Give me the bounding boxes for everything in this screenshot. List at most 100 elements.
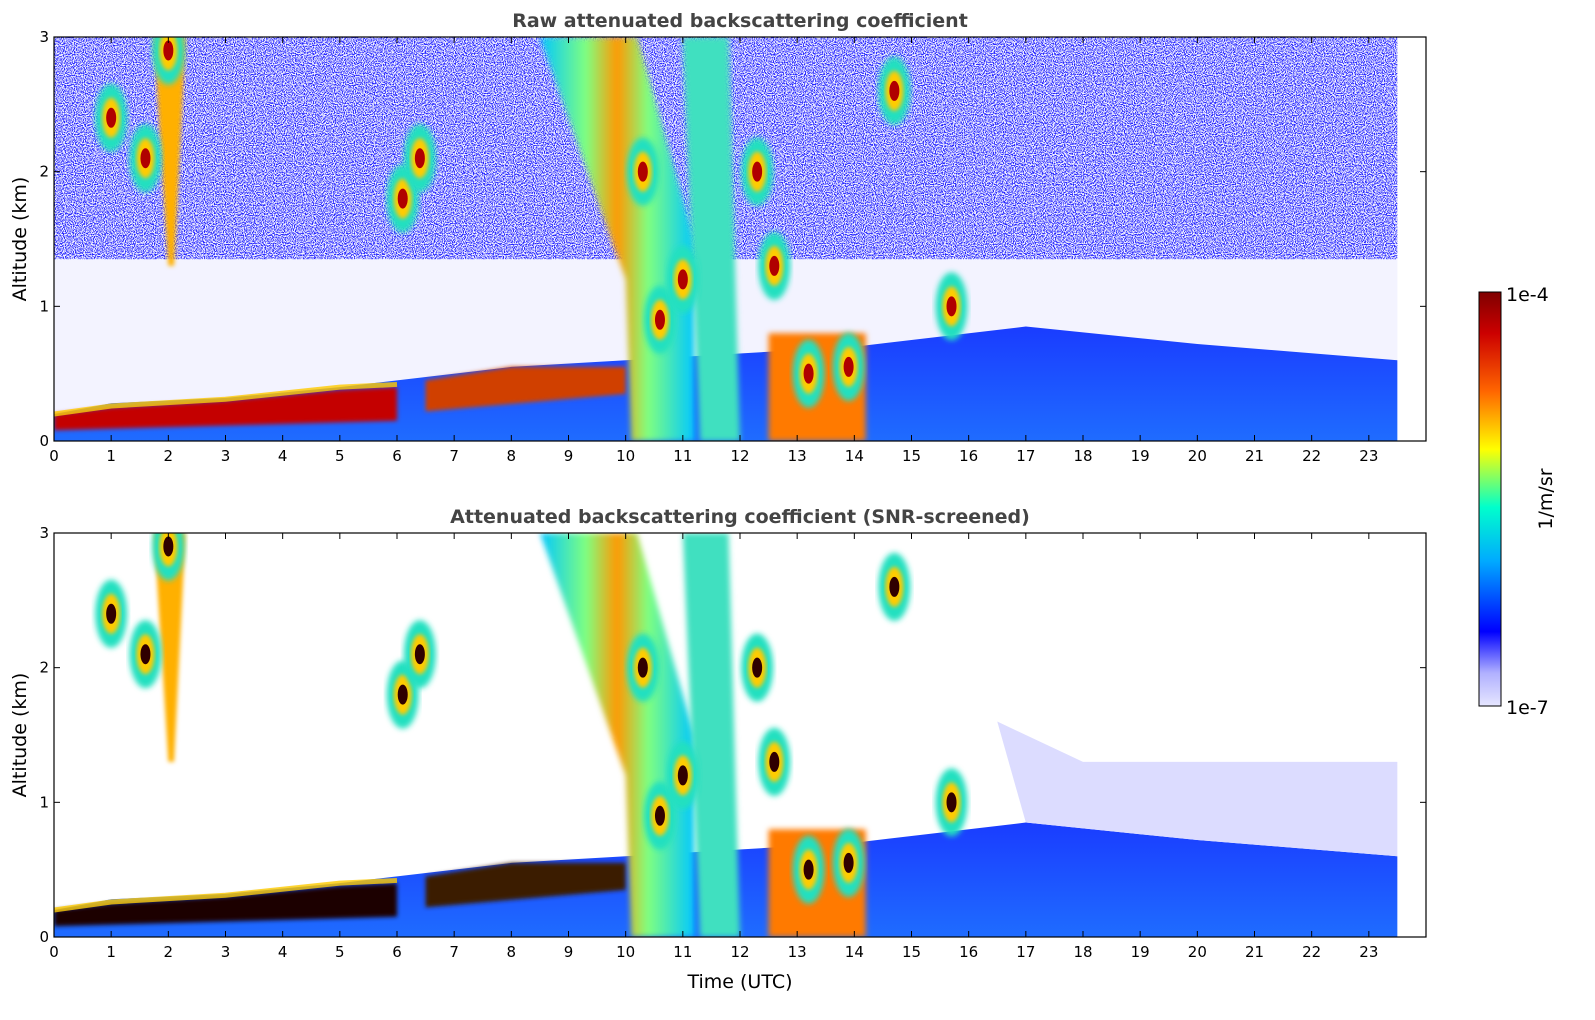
screened-cloud-core — [403, 620, 436, 689]
screened-x-tick-label: 9 — [564, 943, 574, 961]
raw-x-tick-label: 8 — [507, 447, 517, 465]
screened-cloud-core — [643, 781, 676, 850]
screened-plume-left — [154, 533, 186, 762]
screened-plume-right — [682, 533, 740, 937]
raw-plume-left — [154, 37, 186, 266]
colorbar-min-label: 1e-7 — [1506, 697, 1549, 719]
raw-cloud-core — [95, 83, 128, 152]
colorbar-gradient — [1478, 291, 1502, 707]
screened-cloud-core — [832, 828, 865, 897]
raw-x-tick-label: 5 — [335, 447, 345, 465]
screened-x-tick-label: 20 — [1188, 943, 1207, 961]
raw-x-tick-label: 14 — [845, 447, 864, 465]
raw-cloud-core — [666, 245, 699, 314]
screened-x-tick-label: 21 — [1245, 943, 1264, 961]
screened-x-tick-label: 7 — [449, 943, 459, 961]
raw-x-tick-label: 15 — [902, 447, 921, 465]
screened-y-tick-label: 1 — [39, 793, 49, 811]
screened-x-tick-label: 1 — [106, 943, 116, 961]
screened-x-tick-label: 19 — [1131, 943, 1150, 961]
colorbar: 1e-4 1e-7 1/m/sr — [1478, 284, 1557, 719]
screened-x-tick-label: 8 — [507, 943, 517, 961]
screened-haze — [997, 721, 1398, 857]
screened-surface-layer-edge-1 — [54, 877, 398, 913]
raw-cloud-core — [741, 137, 774, 206]
screened-cloud-core — [792, 835, 825, 904]
raw-x-tick-label: 17 — [1016, 447, 1035, 465]
x-axis-label: Time (UTC) — [686, 971, 792, 993]
raw-y-ticks: 0 1 2 3 — [39, 28, 1426, 450]
raw-x-tick-label: 22 — [1302, 447, 1321, 465]
screened-x-ticks: 0 1 2 3 4 5 6 7 8 9 10 11 12 13 14 15 16 17 18 19 20 21 22 23 — [49, 533, 1378, 961]
screened-cloud-core — [666, 741, 699, 810]
screened-cloud-core — [878, 552, 911, 621]
screened-cloud-core — [626, 633, 659, 702]
raw-cloud-core — [403, 124, 436, 193]
raw-x-tick-label: 6 — [392, 447, 402, 465]
raw-x-tick-label: 1 — [106, 447, 116, 465]
screened-x-tick-label: 3 — [221, 943, 231, 961]
screened-x-tick-label: 4 — [278, 943, 288, 961]
screened-x-tick-label: 13 — [788, 943, 807, 961]
raw-x-tick-label: 13 — [788, 447, 807, 465]
colorbar-max-label: 1e-4 — [1506, 284, 1549, 306]
raw-x-tick-label: 3 — [221, 447, 231, 465]
screened-cloud-core — [935, 768, 968, 837]
colorbar-unit-label: 1/m/sr — [1535, 468, 1557, 529]
screened-y-tick-label: 2 — [39, 659, 49, 677]
raw-x-tick-label: 21 — [1245, 447, 1264, 465]
screened-x-tick-label: 6 — [392, 943, 402, 961]
raw-cloud-core — [643, 285, 676, 354]
panel-raw-title: Raw attenuated backscattering coefficien… — [512, 10, 968, 32]
raw-x-tick-label: 20 — [1188, 447, 1207, 465]
raw-cloud-core — [935, 272, 968, 341]
screened-x-tick-label: 0 — [49, 943, 59, 961]
raw-x-ticks: 0 1 2 3 4 5 6 7 8 9 10 11 12 13 14 15 16 17 18 19 20 21 22 23 — [49, 37, 1378, 465]
raw-x-tick-label: 2 — [164, 447, 174, 465]
screened-x-tick-label: 5 — [335, 943, 345, 961]
screened-y-axis-label: Altitude (km) — [9, 673, 31, 798]
raw-plume-right — [682, 37, 740, 441]
screened-heatmap — [54, 533, 1398, 937]
raw-cloud-core — [832, 332, 865, 401]
raw-x-tick-label: 4 — [278, 447, 288, 465]
screened-cloud-core — [95, 579, 128, 648]
raw-x-tick-label: 12 — [730, 447, 749, 465]
raw-x-tick-label: 9 — [564, 447, 574, 465]
raw-cloud-core — [152, 37, 185, 85]
raw-x-tick-label: 19 — [1131, 447, 1150, 465]
raw-surface-layer-1 — [54, 387, 397, 431]
screened-x-tick-label: 10 — [616, 943, 635, 961]
screened-x-tick-label: 12 — [730, 943, 749, 961]
raw-x-tick-label: 16 — [959, 447, 978, 465]
screened-cloud-core — [741, 633, 774, 702]
raw-x-tick-label: 7 — [449, 447, 459, 465]
screened-surface-layer-1 — [54, 883, 397, 927]
screened-x-tick-label: 23 — [1359, 943, 1378, 961]
raw-surface-layer-2 — [425, 366, 626, 412]
screened-x-tick-label: 17 — [1016, 943, 1035, 961]
screened-cloud-core — [758, 727, 791, 796]
raw-surface-layer-edge-1 — [54, 381, 398, 417]
raw-cloud-core — [129, 124, 162, 193]
raw-y-tick-label: 3 — [39, 28, 49, 46]
raw-y-axis-label: Altitude (km) — [9, 177, 31, 302]
raw-cloud-core — [626, 137, 659, 206]
screened-x-tick-label: 16 — [959, 943, 978, 961]
raw-y-tick-label: 2 — [39, 163, 49, 181]
raw-x-tick-label: 10 — [616, 447, 635, 465]
raw-x-tick-label: 18 — [1073, 447, 1092, 465]
screened-cloud-core — [152, 533, 185, 581]
screened-x-tick-label: 11 — [673, 943, 692, 961]
raw-heatmap — [54, 37, 1398, 441]
screened-x-tick-label: 2 — [164, 943, 174, 961]
raw-cloud-core — [758, 231, 791, 300]
screened-x-tick-label: 14 — [845, 943, 864, 961]
screened-x-tick-label: 22 — [1302, 943, 1321, 961]
raw-cloud-core — [792, 339, 825, 408]
screened-x-tick-label: 18 — [1073, 943, 1092, 961]
raw-x-tick-label: 11 — [673, 447, 692, 465]
screened-cloud-core — [129, 620, 162, 689]
raw-x-tick-label: 0 — [49, 447, 59, 465]
